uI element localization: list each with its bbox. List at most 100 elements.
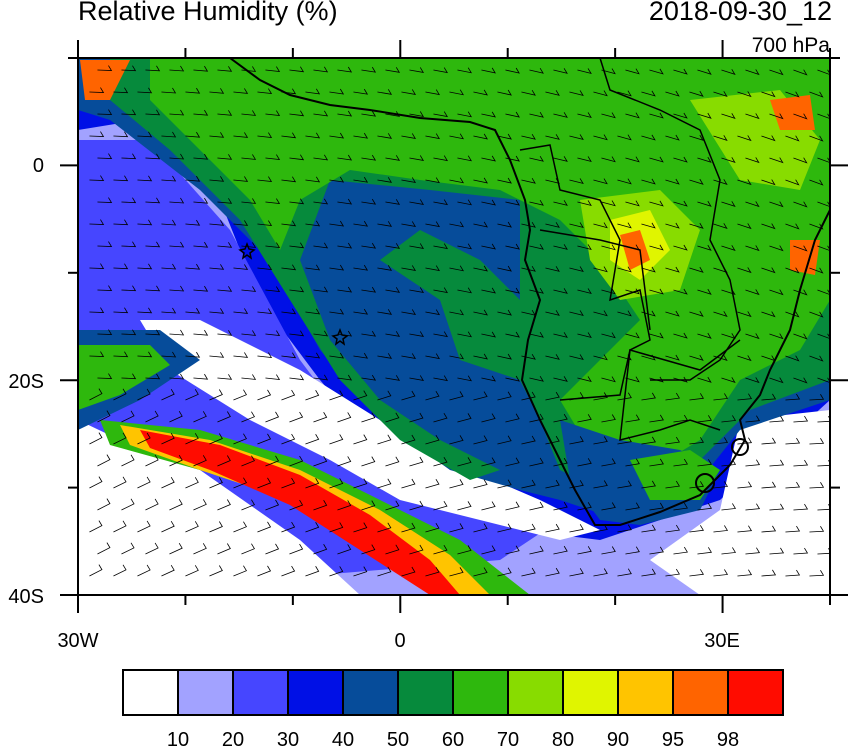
wind-barb bbox=[793, 459, 809, 467]
wind-barb bbox=[569, 178, 584, 185]
wind-barb bbox=[625, 200, 640, 207]
wind-barb bbox=[665, 178, 680, 185]
wind-barb bbox=[505, 457, 520, 467]
wind-barb bbox=[217, 66, 233, 72]
wind-barb bbox=[169, 410, 183, 423]
lon-label-0: 0 bbox=[394, 630, 405, 652]
wind-barb bbox=[145, 542, 159, 555]
wind-barb bbox=[209, 521, 223, 533]
wind-barb bbox=[289, 374, 305, 381]
wind-barb bbox=[737, 481, 753, 489]
wind-barb bbox=[497, 353, 512, 360]
colorbar-label: 90 bbox=[607, 729, 629, 750]
wind-barb bbox=[233, 389, 247, 401]
wind-barb bbox=[377, 89, 393, 95]
wind-barb bbox=[433, 456, 448, 467]
wind-barb bbox=[545, 90, 560, 96]
wind-barb bbox=[425, 434, 440, 445]
wind-barb bbox=[137, 476, 151, 489]
wind-barb bbox=[121, 329, 137, 336]
wind-barb bbox=[97, 542, 111, 555]
wind-barb bbox=[313, 374, 329, 381]
wind-barb bbox=[433, 67, 449, 74]
wind-barb bbox=[193, 109, 209, 116]
wind-barb bbox=[665, 134, 680, 141]
wind-barb bbox=[265, 66, 281, 73]
wind-barb bbox=[193, 285, 209, 292]
wind-barb bbox=[337, 154, 353, 161]
wind-barb bbox=[401, 522, 416, 533]
wind-barb bbox=[361, 66, 377, 73]
wind-barb bbox=[641, 178, 656, 185]
wind-barb bbox=[161, 87, 177, 94]
wind-barb bbox=[145, 285, 161, 292]
wind-barb bbox=[769, 201, 784, 208]
colorbar-label: 70 bbox=[497, 729, 519, 750]
star-icon bbox=[238, 241, 256, 260]
wind-barb bbox=[529, 501, 544, 511]
wind-barb bbox=[113, 564, 127, 577]
wind-barb bbox=[145, 329, 161, 336]
wind-barb bbox=[769, 333, 784, 340]
wind-barb bbox=[481, 413, 496, 423]
wind-barb bbox=[113, 307, 129, 314]
wind-barb bbox=[281, 88, 297, 95]
wind-barb bbox=[401, 265, 417, 271]
wind-barb bbox=[649, 332, 664, 339]
wind-barb bbox=[209, 308, 225, 314]
wind-barb bbox=[665, 310, 680, 317]
wind-barb bbox=[385, 375, 401, 381]
wind-barb bbox=[569, 134, 584, 141]
wind-barb bbox=[425, 309, 441, 316]
wind-barb bbox=[713, 481, 729, 489]
wind-barb bbox=[145, 373, 161, 380]
wind-barb bbox=[209, 88, 225, 94]
wind-barb bbox=[713, 437, 729, 445]
wind-barb bbox=[665, 436, 680, 445]
wind-barb bbox=[721, 459, 737, 467]
wind-barb bbox=[817, 157, 830, 164]
wind-barb bbox=[361, 456, 376, 467]
wind-barb bbox=[601, 68, 616, 75]
wind-barb bbox=[761, 569, 777, 577]
wind-barb bbox=[265, 499, 280, 511]
wind-barb bbox=[385, 111, 401, 117]
wind-barb bbox=[257, 308, 273, 315]
wind-barb bbox=[577, 502, 592, 511]
wind-barb bbox=[241, 66, 257, 72]
wind-barb bbox=[473, 391, 488, 401]
wind-barb bbox=[289, 411, 304, 423]
wind-barb bbox=[329, 352, 345, 359]
wind-barb bbox=[161, 388, 175, 401]
wind-barb bbox=[425, 478, 440, 489]
colorbar-label: 95 bbox=[662, 729, 684, 750]
wind-barb bbox=[721, 415, 737, 423]
wind-barb bbox=[497, 391, 512, 401]
wind-barb bbox=[361, 110, 377, 117]
wind-barb bbox=[649, 112, 664, 119]
wind-barb bbox=[313, 544, 328, 555]
wind-barb bbox=[593, 178, 608, 185]
wind-barb bbox=[761, 355, 776, 362]
wind-barb bbox=[137, 87, 153, 94]
wind-barb bbox=[305, 522, 320, 533]
wind-barb bbox=[361, 330, 377, 337]
wind-barb bbox=[89, 263, 105, 269]
wind-barb bbox=[233, 88, 249, 94]
wind-barb bbox=[385, 500, 400, 511]
wind-barb bbox=[313, 66, 329, 73]
colorbar-swatch bbox=[507, 669, 564, 716]
colorbar-label: 80 bbox=[552, 729, 574, 750]
wind-barb bbox=[625, 68, 640, 75]
wind-barb bbox=[425, 522, 440, 533]
wind-barb bbox=[257, 176, 273, 183]
wind-barb bbox=[89, 87, 105, 93]
wind-barb bbox=[665, 222, 680, 229]
wind-barb bbox=[529, 331, 544, 338]
wind-barb bbox=[577, 546, 592, 555]
wind-barb bbox=[497, 89, 512, 96]
wind-barb bbox=[161, 307, 177, 314]
wind-barb bbox=[449, 221, 464, 228]
wind-barb bbox=[721, 157, 736, 163]
wind-barb bbox=[329, 88, 345, 95]
